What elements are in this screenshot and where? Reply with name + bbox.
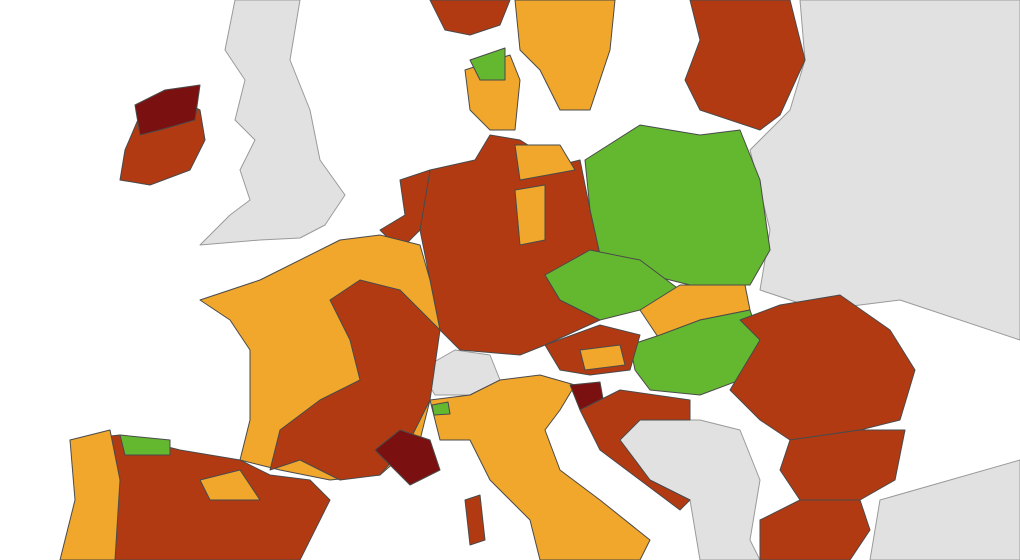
germany-central-region	[514, 184, 546, 246]
france-provence	[374, 429, 441, 486]
great-britain	[199, 0, 346, 246]
turkey	[869, 459, 1020, 560]
spain-north-region	[199, 469, 261, 501]
portugal-galicia	[59, 429, 121, 560]
baltics	[684, 0, 806, 131]
germany-north-region	[514, 144, 576, 181]
ireland-north	[134, 84, 201, 136]
norway	[429, 0, 511, 36]
austria-east-region	[579, 344, 626, 371]
corsica	[464, 494, 486, 546]
denmark-north	[469, 47, 506, 81]
croatia	[579, 389, 691, 511]
greece	[759, 499, 871, 560]
spain-asturias	[119, 434, 171, 456]
eastern-europe	[749, 0, 1020, 341]
sweden	[514, 0, 616, 111]
bulgaria	[779, 429, 906, 501]
romania	[729, 294, 916, 441]
italy-aosta	[431, 401, 451, 416]
italy	[429, 374, 651, 560]
france-south-east	[269, 279, 441, 481]
